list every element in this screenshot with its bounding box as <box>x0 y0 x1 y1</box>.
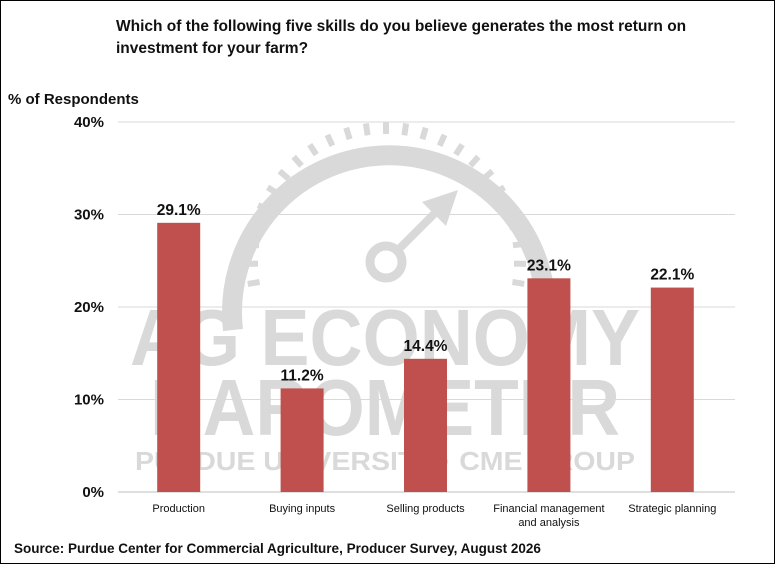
gauge-tick <box>512 240 526 249</box>
gauge-logo <box>222 122 556 332</box>
gauge-tick <box>419 126 429 141</box>
x-category-label: Selling products <box>386 503 465 515</box>
gauge-tick <box>492 184 507 197</box>
x-category-label: Buying inputs <box>269 503 336 515</box>
bar <box>157 222 201 492</box>
bars <box>157 222 694 492</box>
gauge-tick <box>481 168 495 182</box>
gauge-tick <box>246 240 260 249</box>
gauge-tick <box>247 279 261 287</box>
gauge-tick <box>265 184 280 197</box>
data-label: 23.1% <box>527 257 571 274</box>
data-labels: 29.1% 11.2% 14.4% 23.1% 22.1% <box>157 202 695 385</box>
y-tick-label: 40% <box>74 114 104 131</box>
bar <box>404 358 447 492</box>
gauge-tick <box>307 142 319 157</box>
gauge-needle <box>395 207 441 253</box>
gauge-tick <box>256 202 271 213</box>
x-category-label: Financial management and analysis <box>493 503 604 529</box>
y-axis-label: % of Respondents <box>8 91 139 108</box>
gauge-tick <box>468 154 481 168</box>
gauge-tick <box>453 142 465 157</box>
data-label: 29.1% <box>157 202 201 219</box>
gauge-tick <box>508 221 522 231</box>
bar <box>280 388 324 492</box>
gridlines <box>118 121 735 493</box>
chart-title: Which of the following five skills do yo… <box>116 18 687 57</box>
gauge-tick <box>501 202 516 213</box>
source-note: Source: Purdue Center for Commercial Agr… <box>14 541 541 556</box>
y-tick-label: 30% <box>74 207 104 224</box>
gauge-tick <box>401 123 410 136</box>
gauge-tick <box>291 154 304 168</box>
x-axis-categories: Production Buying inputs Selling products F… <box>152 503 716 529</box>
gauge-needle-head <box>422 190 458 226</box>
gauge-hub <box>365 241 407 283</box>
gauge-tick <box>362 123 371 136</box>
y-tick-label: 0% <box>82 484 104 501</box>
data-label: 14.4% <box>404 338 448 355</box>
y-tick-label: 20% <box>74 299 104 316</box>
y-axis-ticks: 0% 10% 20% 30% 40% <box>74 114 104 501</box>
x-category-label: Production <box>152 503 205 515</box>
gauge-tick <box>343 126 353 141</box>
bar <box>650 287 694 492</box>
data-label: 11.2% <box>281 367 324 384</box>
bar <box>527 278 571 492</box>
gauge-tick <box>436 133 448 148</box>
gauge-arc <box>222 145 556 332</box>
gauge-tick <box>511 279 525 287</box>
gauge-tick <box>324 133 336 148</box>
x-category-label: Strategic planning <box>628 503 716 515</box>
y-tick-label: 10% <box>74 392 104 409</box>
data-label: 22.1% <box>650 267 694 284</box>
gauge-tick <box>250 221 264 231</box>
gauge-tick <box>277 168 291 182</box>
